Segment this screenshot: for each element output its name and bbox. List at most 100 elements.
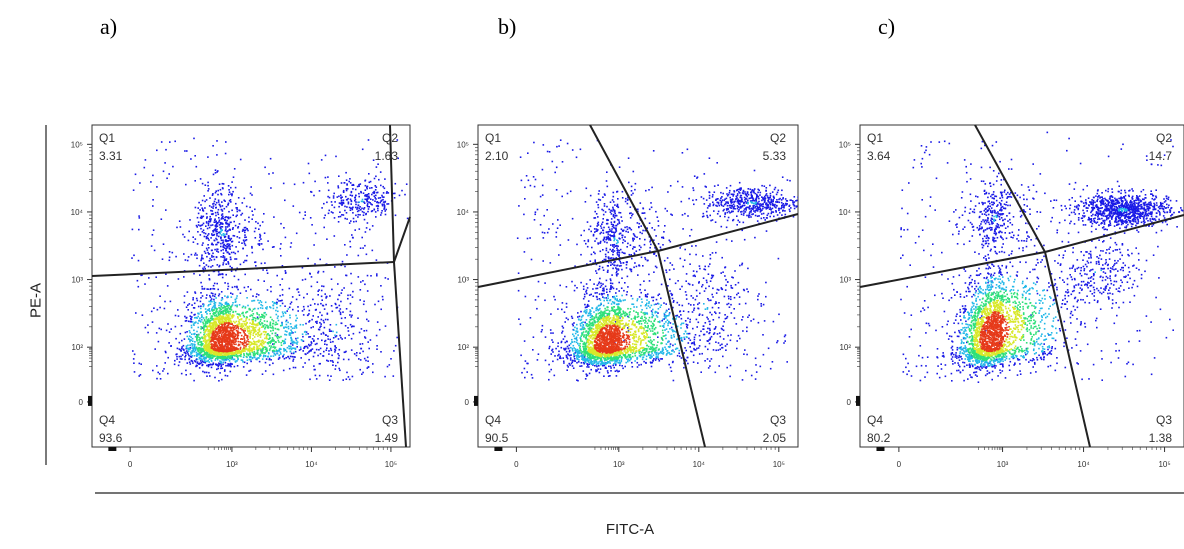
event-dot — [604, 285, 607, 288]
event-dot — [243, 336, 245, 338]
event-dot — [261, 350, 263, 353]
event-dot — [301, 339, 304, 342]
event-dot — [227, 320, 230, 322]
event-dot — [334, 345, 336, 348]
event-dot — [231, 181, 233, 183]
event-dot — [729, 339, 732, 342]
event-dot — [197, 343, 200, 346]
event-dot — [227, 310, 230, 313]
event-dot — [224, 343, 227, 346]
event-dot — [306, 352, 309, 354]
event-dot — [598, 190, 600, 192]
event-dot — [259, 320, 262, 323]
event-dot — [276, 302, 278, 304]
event-dot — [374, 189, 377, 191]
event-dot — [363, 208, 365, 210]
event-dot — [319, 311, 321, 314]
event-dot — [722, 192, 724, 195]
event-dot — [610, 209, 612, 212]
event-dot — [342, 199, 345, 202]
event-dot — [753, 169, 756, 172]
event-dot — [183, 338, 186, 340]
event-dot — [362, 200, 364, 203]
event-dot — [333, 235, 336, 237]
event-dot — [565, 306, 568, 308]
event-dot — [274, 323, 277, 326]
event-dot — [220, 308, 223, 311]
event-dot — [226, 325, 228, 328]
event-dot — [216, 282, 218, 285]
gate-line-left[interactable] — [91, 261, 395, 277]
event-dot — [730, 284, 732, 287]
event-dot — [211, 331, 214, 333]
event-dot — [222, 311, 224, 314]
event-dot — [194, 317, 196, 319]
event-dot — [221, 205, 224, 207]
event-dot — [327, 195, 329, 198]
event-dot — [284, 342, 286, 344]
event-dot — [218, 338, 220, 341]
event-dot — [184, 356, 186, 358]
event-dot — [249, 352, 251, 354]
event-dot — [218, 314, 220, 316]
event-dot — [311, 338, 314, 340]
event-dot — [235, 258, 238, 260]
event-dot — [231, 266, 233, 269]
event-dot — [653, 239, 655, 241]
event-dot — [360, 281, 362, 283]
event-dot — [310, 341, 313, 343]
event-dot — [374, 200, 376, 202]
event-dot — [698, 345, 701, 347]
event-dot — [529, 184, 532, 187]
event-dot — [207, 184, 209, 187]
event-dot — [225, 205, 228, 208]
event-dot — [344, 205, 346, 208]
event-dot — [183, 295, 186, 297]
event-dot — [202, 357, 205, 359]
event-dot — [228, 189, 230, 191]
event-dot — [251, 194, 253, 196]
event-dot — [603, 205, 606, 207]
event-dot — [153, 307, 155, 309]
event-dot — [319, 326, 321, 329]
event-dot — [598, 268, 601, 270]
event-dot — [792, 201, 794, 204]
event-dot — [657, 312, 659, 314]
event-dot — [200, 342, 203, 345]
event-dot — [359, 352, 361, 354]
event-dot — [208, 304, 210, 306]
gate-line-right[interactable] — [393, 216, 411, 263]
event-dot — [733, 296, 736, 299]
event-dot — [259, 300, 262, 302]
event-dot — [212, 351, 214, 354]
event-dot — [214, 376, 216, 379]
event-dot — [616, 270, 618, 273]
event-dot — [232, 341, 235, 344]
event-dot — [233, 346, 235, 348]
event-dot — [197, 315, 199, 318]
event-dot — [709, 263, 711, 265]
event-dot — [216, 234, 218, 237]
event-dot — [235, 346, 237, 349]
event-dot — [280, 315, 283, 318]
event-dot — [162, 243, 165, 245]
event-dot — [141, 274, 143, 276]
event-dot — [215, 237, 217, 240]
event-dot — [737, 281, 740, 284]
event-dot — [716, 213, 719, 215]
event-dot — [221, 358, 223, 361]
gate-line-top[interactable] — [389, 124, 395, 263]
event-dot — [331, 354, 333, 357]
event-dot — [327, 335, 329, 338]
event-dot — [283, 340, 286, 342]
event-dot — [226, 231, 228, 233]
event-dot — [227, 285, 230, 288]
event-dot — [606, 205, 608, 208]
event-dot — [349, 240, 351, 243]
gate-line-bottom[interactable] — [393, 261, 407, 448]
event-dot — [374, 211, 377, 213]
event-dot — [245, 311, 247, 314]
event-dot — [191, 350, 194, 352]
event-dot — [358, 195, 360, 198]
event-dot — [245, 239, 248, 241]
